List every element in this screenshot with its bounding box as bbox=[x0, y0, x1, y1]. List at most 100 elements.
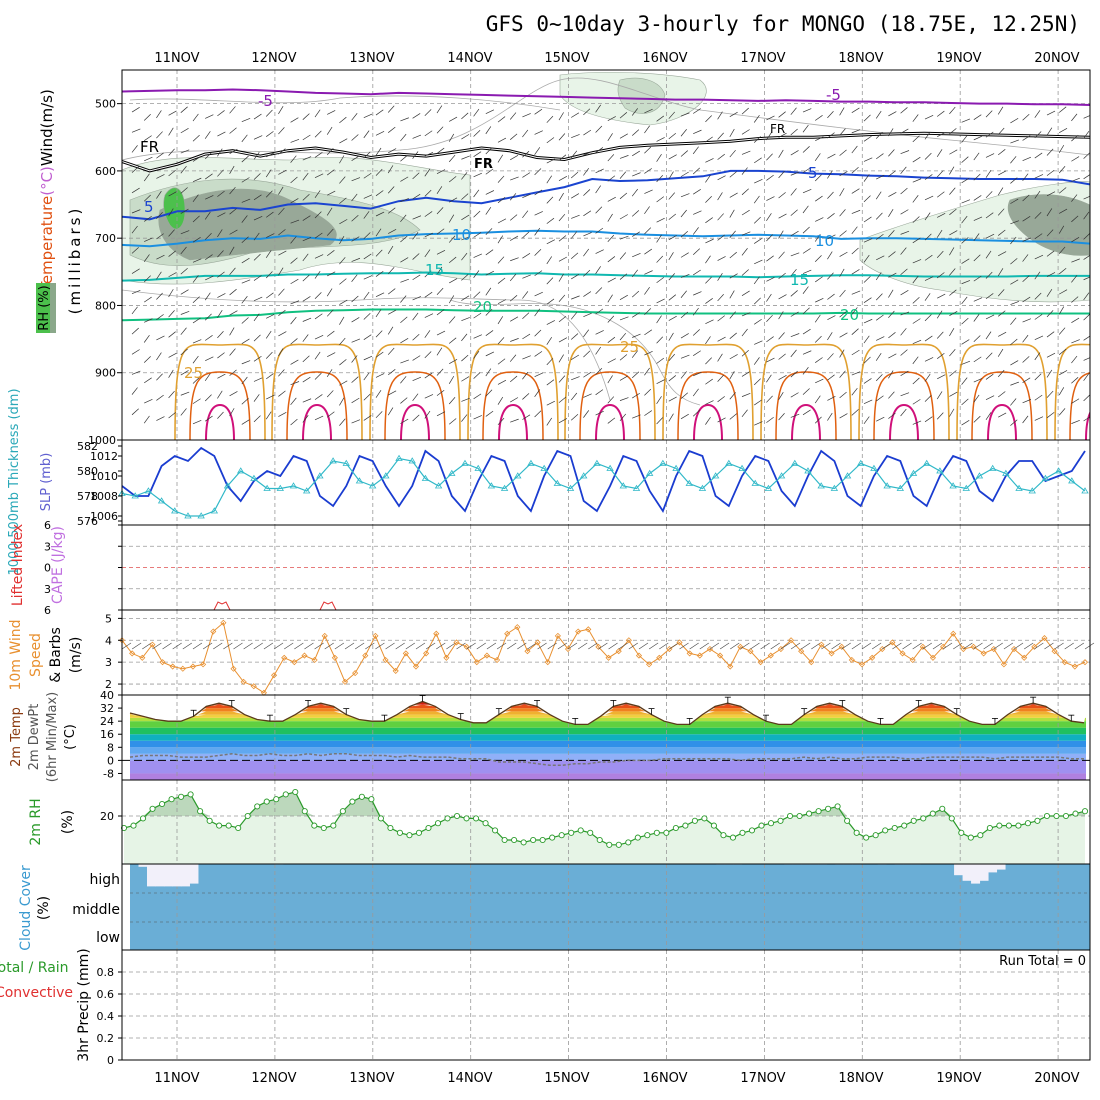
wind-barb bbox=[143, 334, 150, 343]
wind-barb bbox=[449, 278, 458, 284]
wind-barb bbox=[168, 208, 174, 217]
wind-barb bbox=[668, 111, 675, 119]
wind-barb bbox=[241, 177, 250, 183]
wind-barb bbox=[778, 353, 786, 360]
wind-barb bbox=[534, 372, 543, 377]
wind-barb bbox=[424, 394, 434, 399]
wind-barb bbox=[510, 338, 519, 342]
y-tick-label: 6 bbox=[44, 604, 51, 617]
wind-barb bbox=[265, 292, 274, 299]
wind-barb bbox=[144, 135, 152, 141]
wind-barb bbox=[729, 354, 738, 360]
wind-barb bbox=[229, 369, 237, 376]
wind-barbs bbox=[131, 104, 1090, 426]
wind-barb bbox=[400, 133, 407, 142]
thickness-point bbox=[553, 479, 562, 486]
wind-barb bbox=[363, 313, 371, 320]
contour-25 bbox=[271, 343, 363, 440]
wind-barb bbox=[1034, 271, 1041, 280]
wind-barb bbox=[570, 312, 578, 320]
wind-barb bbox=[1034, 394, 1043, 401]
wind-barb bbox=[387, 126, 396, 133]
wind-barb bbox=[473, 172, 482, 178]
wind-barb bbox=[241, 198, 251, 203]
thickness-point bbox=[474, 464, 482, 471]
rh-region bbox=[158, 188, 337, 261]
wind-barb bbox=[461, 414, 468, 422]
ylabel-part: Cloud Cover bbox=[18, 865, 34, 951]
wind-barb bbox=[680, 171, 689, 177]
contour-label: 15 bbox=[790, 271, 809, 289]
rh-contour bbox=[129, 95, 561, 111]
wind-barb bbox=[412, 232, 419, 240]
temp-band bbox=[130, 747, 1086, 754]
wind-barb bbox=[827, 332, 833, 341]
wind-barb bbox=[628, 642, 639, 650]
wind-barb bbox=[888, 128, 894, 137]
ylabel-part: (6hr Min/Max) bbox=[45, 692, 60, 782]
wind-barb bbox=[290, 338, 298, 345]
wind-barb bbox=[534, 168, 542, 176]
y-tick-label: 40 bbox=[100, 689, 114, 702]
wind-barb bbox=[583, 312, 592, 318]
wind-barb bbox=[961, 296, 968, 305]
wind-barb bbox=[668, 154, 677, 160]
wind-barb bbox=[680, 392, 689, 399]
wind-barb bbox=[229, 148, 238, 154]
cloud-high-bar bbox=[962, 864, 972, 881]
rh2m-point bbox=[901, 822, 908, 829]
wind-barb bbox=[400, 117, 409, 122]
wind-barb bbox=[851, 269, 860, 275]
wind-barb bbox=[595, 168, 604, 174]
wind-barb bbox=[863, 356, 871, 364]
wind-barb bbox=[510, 176, 519, 181]
wind-barb bbox=[204, 211, 211, 220]
wind-barb bbox=[693, 129, 702, 134]
wind-barb bbox=[387, 369, 396, 376]
wind-barb bbox=[436, 169, 446, 174]
wind-barb bbox=[607, 375, 613, 384]
wind-barb bbox=[583, 210, 592, 217]
wind-speed-point bbox=[696, 652, 703, 659]
rh2m-point bbox=[273, 796, 280, 803]
wind-barb bbox=[278, 207, 285, 216]
thickness-point bbox=[237, 467, 245, 474]
wind-barb bbox=[375, 389, 382, 398]
wind-barb bbox=[753, 216, 761, 224]
wind-barb bbox=[583, 108, 591, 116]
rh2m-point bbox=[453, 812, 461, 820]
wind-barb bbox=[631, 371, 640, 379]
wind-speed-point bbox=[747, 648, 754, 655]
wind-barb bbox=[924, 335, 933, 342]
wind-barb bbox=[1059, 208, 1068, 214]
wind-barb bbox=[863, 416, 870, 425]
wind-barb bbox=[461, 354, 469, 362]
thickness-ylabel: 1000-500mb Thickness (dm) bbox=[7, 388, 22, 575]
wind-barb bbox=[766, 336, 774, 343]
rh2m-point bbox=[1072, 810, 1079, 817]
wind-barb bbox=[1054, 642, 1064, 650]
wind-barb bbox=[1022, 254, 1029, 262]
wind-barb bbox=[253, 216, 263, 221]
wind-barb bbox=[412, 296, 422, 301]
wind-barb bbox=[851, 188, 860, 194]
wind-barb bbox=[717, 175, 726, 181]
wind-barb bbox=[985, 395, 995, 400]
rh-ylabel-unit: (%) bbox=[60, 810, 76, 834]
wind-barb bbox=[507, 642, 517, 650]
wind-barb bbox=[598, 642, 608, 650]
wind-barb bbox=[705, 276, 712, 284]
wind-barb bbox=[1046, 310, 1054, 318]
wind-barb bbox=[766, 213, 772, 221]
wind-barb bbox=[607, 396, 615, 404]
wind-barb bbox=[922, 642, 932, 650]
wind-barb bbox=[571, 112, 580, 118]
y-tick-label-left: 578 bbox=[77, 490, 98, 503]
wind-barb bbox=[985, 110, 993, 118]
wind-barb bbox=[168, 191, 177, 197]
wind-barb bbox=[595, 330, 604, 335]
wind-speed-point bbox=[200, 661, 207, 668]
wind-barb bbox=[680, 413, 689, 420]
wind-barb bbox=[1022, 334, 1029, 343]
wind-barb bbox=[522, 253, 531, 259]
